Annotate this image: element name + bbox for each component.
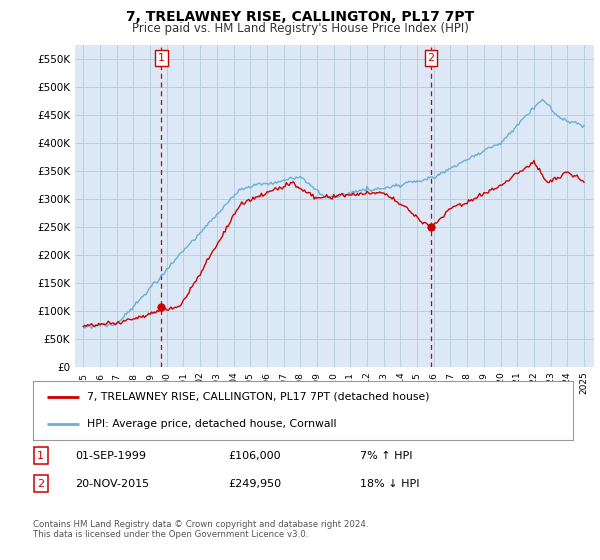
Text: 1: 1 bbox=[37, 451, 44, 461]
Text: £106,000: £106,000 bbox=[228, 451, 281, 461]
Text: 2: 2 bbox=[37, 479, 44, 489]
Text: 1: 1 bbox=[158, 53, 165, 63]
Text: 7, TRELAWNEY RISE, CALLINGTON, PL17 7PT (detached house): 7, TRELAWNEY RISE, CALLINGTON, PL17 7PT … bbox=[87, 391, 430, 402]
Text: 7, TRELAWNEY RISE, CALLINGTON, PL17 7PT: 7, TRELAWNEY RISE, CALLINGTON, PL17 7PT bbox=[126, 10, 474, 24]
Text: Contains HM Land Registry data © Crown copyright and database right 2024.
This d: Contains HM Land Registry data © Crown c… bbox=[33, 520, 368, 539]
Text: 20-NOV-2015: 20-NOV-2015 bbox=[75, 479, 149, 489]
Text: 7% ↑ HPI: 7% ↑ HPI bbox=[360, 451, 413, 461]
Text: 18% ↓ HPI: 18% ↓ HPI bbox=[360, 479, 419, 489]
Text: HPI: Average price, detached house, Cornwall: HPI: Average price, detached house, Corn… bbox=[87, 419, 337, 429]
Text: Price paid vs. HM Land Registry's House Price Index (HPI): Price paid vs. HM Land Registry's House … bbox=[131, 22, 469, 35]
Text: 01-SEP-1999: 01-SEP-1999 bbox=[75, 451, 146, 461]
Text: £249,950: £249,950 bbox=[228, 479, 281, 489]
Text: 2: 2 bbox=[427, 53, 434, 63]
